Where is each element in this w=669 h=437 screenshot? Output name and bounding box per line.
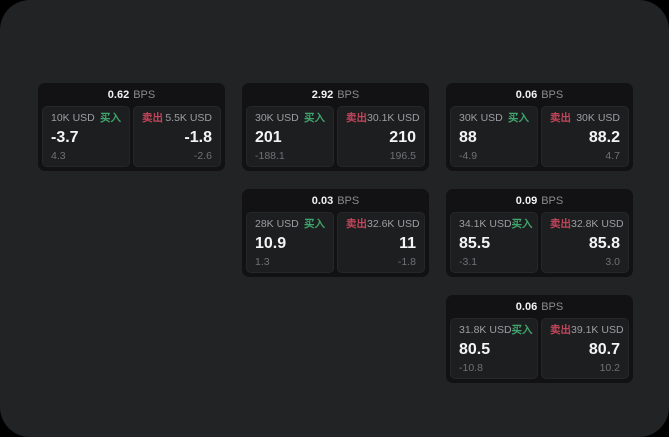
buy-amount: 30K USD bbox=[255, 112, 299, 124]
bps-header: 0.03 BPS bbox=[246, 189, 425, 212]
buy-change: 1.3 bbox=[255, 256, 270, 268]
bps-unit: BPS bbox=[541, 88, 564, 101]
bps-value: 0.06 bbox=[515, 88, 538, 101]
sell-side-label: 卖出 bbox=[346, 218, 367, 230]
sell-amount: 5.5K USD bbox=[165, 112, 212, 124]
bps-unit: BPS bbox=[337, 194, 360, 207]
buy-change: -188.1 bbox=[255, 150, 285, 162]
sell-change: 10.2 bbox=[599, 362, 620, 374]
sell-side-label: 卖出 bbox=[550, 324, 571, 336]
bps-value: 2.92 bbox=[311, 88, 334, 101]
buy-side-label: 买入 bbox=[511, 218, 533, 230]
sell-panel[interactable]: 卖出 30.1K USD 210 196.5 bbox=[337, 106, 425, 167]
buy-price: 88 bbox=[459, 128, 477, 146]
buy-amount: 34.1K USD bbox=[459, 218, 512, 230]
quote-card: 0.06 BPS 30K USD 买入 88 -4.9 卖出 30K USD bbox=[446, 83, 633, 171]
buy-side-label: 买入 bbox=[100, 112, 121, 124]
buy-side-label: 买入 bbox=[304, 112, 325, 124]
sell-amount: 30K USD bbox=[576, 112, 620, 124]
sell-change: -2.6 bbox=[193, 150, 212, 162]
sell-price: 210 bbox=[389, 128, 416, 146]
sell-change: 3.0 bbox=[605, 256, 620, 268]
sell-price: 11 bbox=[399, 234, 416, 252]
bps-unit: BPS bbox=[337, 88, 360, 101]
bps-value: 0.62 bbox=[107, 88, 130, 101]
buy-price: 201 bbox=[255, 128, 282, 146]
buy-change: 4.3 bbox=[51, 150, 66, 162]
sell-price: -1.8 bbox=[184, 128, 212, 146]
sell-panel[interactable]: 卖出 32.8K USD 85.8 3.0 bbox=[541, 212, 629, 273]
sell-price: 80.7 bbox=[588, 340, 620, 358]
bps-unit: BPS bbox=[541, 194, 564, 207]
buy-panel[interactable]: 30K USD 买入 88 -4.9 bbox=[450, 106, 538, 167]
buy-amount: 30K USD bbox=[459, 112, 503, 124]
buy-change: -10.8 bbox=[459, 362, 483, 374]
sell-change: 196.5 bbox=[389, 150, 416, 162]
buy-amount: 28K USD bbox=[255, 218, 299, 230]
bps-header: 0.62 BPS bbox=[42, 83, 221, 106]
sell-amount: 39.1K USD bbox=[571, 324, 624, 336]
bps-value: 0.09 bbox=[515, 194, 538, 207]
sell-change: 4.7 bbox=[605, 150, 620, 162]
sell-amount: 32.6K USD bbox=[367, 218, 420, 230]
bps-unit: BPS bbox=[133, 88, 156, 101]
quote-card: 2.92 BPS 30K USD 买入 201 -188.1 卖出 30.1K … bbox=[242, 83, 429, 171]
quote-card: 0.09 BPS 34.1K USD 买入 85.5 -3.1 卖出 32.8K… bbox=[446, 189, 633, 277]
buy-panel[interactable]: 30K USD 买入 201 -188.1 bbox=[246, 106, 334, 167]
buy-panel[interactable]: 10K USD 买入 -3.7 4.3 bbox=[42, 106, 130, 167]
sell-price: 88.2 bbox=[588, 128, 620, 146]
buy-amount: 10K USD bbox=[51, 112, 95, 124]
buy-panel[interactable]: 31.8K USD 买入 80.5 -10.8 bbox=[450, 318, 538, 379]
sell-side-label: 卖出 bbox=[142, 112, 163, 124]
sell-side-label: 卖出 bbox=[550, 218, 571, 230]
quote-card: 0.62 BPS 10K USD 买入 -3.7 4.3 卖出 5.5K USD bbox=[38, 83, 225, 171]
bps-header: 0.09 BPS bbox=[450, 189, 629, 212]
buy-price: 85.5 bbox=[459, 234, 491, 252]
bps-value: 0.06 bbox=[515, 300, 538, 313]
sell-amount: 32.8K USD bbox=[571, 218, 624, 230]
sell-side-label: 卖出 bbox=[346, 112, 367, 124]
sell-panel[interactable]: 卖出 39.1K USD 80.7 10.2 bbox=[541, 318, 629, 379]
buy-side-label: 买入 bbox=[511, 324, 533, 336]
sell-panel[interactable]: 卖出 30K USD 88.2 4.7 bbox=[541, 106, 629, 167]
sell-amount: 30.1K USD bbox=[367, 112, 420, 124]
bps-header: 0.06 BPS bbox=[450, 83, 629, 106]
quote-card: 0.03 BPS 28K USD 买入 10.9 1.3 卖出 32.6K US… bbox=[242, 189, 429, 277]
buy-side-label: 买入 bbox=[508, 112, 529, 124]
sell-side-label: 卖出 bbox=[550, 112, 571, 124]
buy-price: 80.5 bbox=[459, 340, 491, 358]
bps-unit: BPS bbox=[541, 300, 564, 313]
buy-amount: 31.8K USD bbox=[459, 324, 512, 336]
buy-change: -3.1 bbox=[459, 256, 478, 268]
sell-panel[interactable]: 卖出 32.6K USD 11 -1.8 bbox=[337, 212, 425, 273]
bps-header: 2.92 BPS bbox=[246, 83, 425, 106]
buy-panel[interactable]: 28K USD 买入 10.9 1.3 bbox=[246, 212, 334, 273]
bps-value: 0.03 bbox=[311, 194, 334, 207]
bps-header: 0.06 BPS bbox=[450, 295, 629, 318]
sell-panel[interactable]: 卖出 5.5K USD -1.8 -2.6 bbox=[133, 106, 221, 167]
quote-cards-grid: 0.62 BPS 10K USD 买入 -3.7 4.3 卖出 5.5K USD bbox=[38, 83, 633, 383]
buy-price: 10.9 bbox=[255, 234, 287, 252]
quote-card: 0.06 BPS 31.8K USD 买入 80.5 -10.8 卖出 39.1… bbox=[446, 295, 633, 383]
buy-price: -3.7 bbox=[51, 128, 79, 146]
buy-side-label: 买入 bbox=[304, 218, 325, 230]
sell-price: 85.8 bbox=[588, 234, 620, 252]
buy-change: -4.9 bbox=[459, 150, 478, 162]
buy-panel[interactable]: 34.1K USD 买入 85.5 -3.1 bbox=[450, 212, 538, 273]
sell-change: -1.8 bbox=[397, 256, 416, 268]
